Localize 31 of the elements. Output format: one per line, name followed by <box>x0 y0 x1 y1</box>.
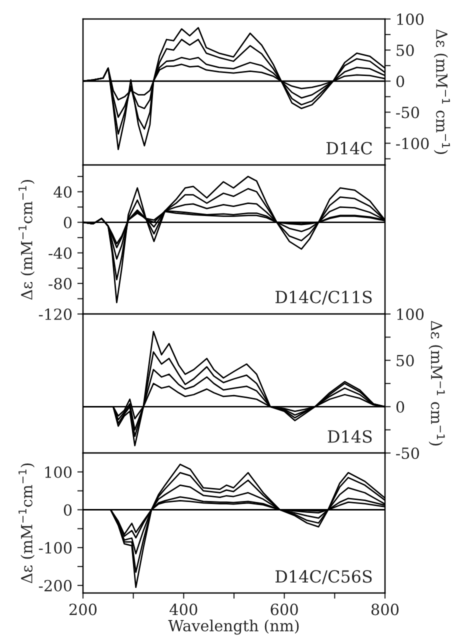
annotation: D14C/C56S <box>276 570 372 584</box>
y-tick-label: 100 <box>45 466 72 478</box>
y-tick-label: 0 <box>64 504 72 516</box>
y-tick-label: 100 <box>397 308 424 320</box>
y-tick-label: 100 <box>397 13 424 26</box>
y-tick-label: -40 <box>48 247 72 259</box>
y-axis-title: Δε (mM$^{−1}$ cm$^{−1}$) <box>428 320 445 446</box>
y-tick-label: -80 <box>48 278 72 290</box>
y-axis-title: Δε (mM$^{−1}$cm$^{−1}$) <box>18 180 35 300</box>
y-axis-title: Δε (mM$^{−1}$ cm$^{−1}$) <box>434 29 450 154</box>
y-tick-label: 0 <box>396 401 404 413</box>
x-tick-label: 400 <box>170 604 198 616</box>
y-tick-label: -100 <box>396 138 429 150</box>
y-tick-label: -200 <box>38 580 72 592</box>
y-tick-label: 40 <box>54 186 72 198</box>
annotation: D14C/C11S <box>276 290 372 305</box>
x-tick-label: 200 <box>69 604 97 616</box>
annotation: D14C <box>326 142 372 154</box>
y-tick-label: -100 <box>38 542 72 554</box>
y-tick-label: -120 <box>38 308 72 320</box>
y-tick-label: 0 <box>64 216 72 228</box>
y-axis-title: Δε (mM$^{−1}$cm$^{−1}$) <box>18 463 35 584</box>
y-tick-label: -50 <box>396 447 420 460</box>
y-tick-label: -50 <box>396 106 420 118</box>
x-tick-label: 600 <box>270 604 298 616</box>
x-tick-label: 800 <box>371 604 399 616</box>
y-tick-label: 50 <box>396 354 414 366</box>
y-tick-label: 0 <box>396 76 404 88</box>
annotation: D14S <box>328 430 372 443</box>
y-tick-label: 50 <box>396 44 414 56</box>
x-axis-title: Wavelength (nm) <box>168 620 299 635</box>
